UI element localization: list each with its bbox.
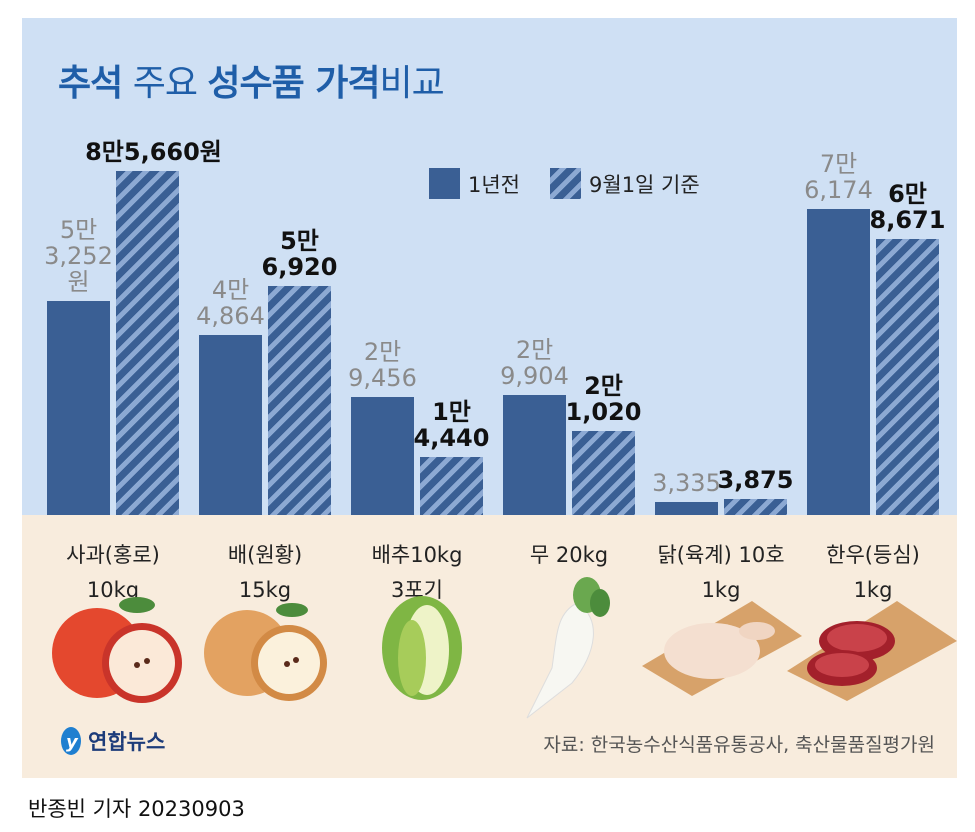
value-label-line: 9,904 bbox=[500, 361, 569, 390]
value-label-line: 8,671 bbox=[869, 206, 946, 235]
category-label-line: 사과(홍로) bbox=[66, 543, 160, 567]
value-label-line: 5만 bbox=[59, 216, 98, 245]
category-label: 닭(육계) 10호 1kg bbox=[657, 538, 784, 608]
value-label-line: 4,864 bbox=[196, 301, 265, 330]
chart-title: 추석 주요 성수품 가격비교 bbox=[58, 54, 445, 106]
value-label: 4만 4,864 bbox=[196, 277, 265, 329]
value-label: 5만 6,920 bbox=[262, 228, 338, 280]
legend-label: 9월1일 기준 bbox=[589, 172, 700, 197]
value-label-line: 9,456 bbox=[348, 363, 417, 392]
category-label-line: 무 20kg bbox=[529, 543, 609, 567]
value-label-line: 6,920 bbox=[261, 253, 338, 282]
title-part: 주요 bbox=[122, 63, 208, 104]
category-label: 무 20kg bbox=[530, 538, 608, 573]
value-label-line: 3,335 bbox=[652, 468, 721, 497]
value-label: 2만 9,904 bbox=[500, 337, 569, 389]
category-label-line: 닭(육계) 10호 bbox=[657, 543, 785, 567]
chicken-icon bbox=[642, 601, 802, 696]
value-label: 2만 1,020 bbox=[566, 373, 642, 425]
category-label-line: 한우(등심) bbox=[826, 543, 920, 567]
bar-current bbox=[420, 457, 483, 515]
value-label: 7만 6,174 bbox=[804, 151, 873, 203]
category-label: 배(원황) 15kg bbox=[228, 538, 302, 608]
title-part: 비교 bbox=[379, 63, 445, 104]
bar-prev-year bbox=[351, 396, 414, 515]
credit-line: 반종빈 기자 20230903 bbox=[28, 797, 245, 821]
cabbage-icon bbox=[382, 596, 462, 700]
value-label-line: 3,875 bbox=[717, 466, 794, 495]
bar-current bbox=[572, 430, 635, 515]
legend-label: 1년전 bbox=[468, 172, 521, 197]
value-label-line: 3,252 bbox=[44, 242, 113, 271]
category-label-line: 15kg bbox=[238, 578, 292, 602]
value-label-line: 4,440 bbox=[413, 424, 490, 452]
pear-icon bbox=[204, 603, 327, 701]
beef-icon bbox=[787, 601, 957, 701]
value-label-line: 6,174 bbox=[804, 176, 873, 205]
title-part: 추석 bbox=[58, 63, 123, 104]
bar-current bbox=[116, 171, 179, 515]
source-note: 자료: 한국농수산식품유통공사, 축산물품질평가원 bbox=[543, 734, 935, 756]
logo-text: 연합뉴스 bbox=[88, 730, 166, 754]
value-label-line: 5만 bbox=[280, 227, 319, 256]
value-label-line: 2만 bbox=[363, 337, 402, 366]
value-label: 6만 8,671 bbox=[870, 181, 946, 233]
value-label-line: 6만 bbox=[888, 180, 927, 209]
value-label-line: 2만 bbox=[515, 335, 554, 364]
legend-swatch-solid bbox=[429, 168, 460, 199]
value-label-line: 원 bbox=[67, 268, 90, 297]
bar-current bbox=[876, 239, 939, 515]
bar-current bbox=[724, 499, 787, 515]
svg-text:y: y bbox=[66, 732, 79, 753]
value-label-line: 2만 bbox=[584, 371, 623, 400]
category-label-line: 배추10kg bbox=[371, 543, 463, 567]
legend-swatch-hatched bbox=[550, 168, 582, 199]
value-label: 1만 4,440 bbox=[414, 399, 490, 451]
infographic-panel: 추석 주요 성수품 가격비교 1년전 9월1일 기준 5만 3,252 원 8만5,6… bbox=[22, 18, 957, 778]
title-part: 성수품 가격 bbox=[207, 63, 380, 104]
yonhap-logo-icon: y bbox=[61, 727, 81, 755]
value-label-line: 7만 bbox=[819, 150, 858, 179]
category-label-line: 1kg bbox=[853, 578, 893, 602]
bar-prev-year bbox=[807, 209, 870, 515]
yonhap-logo: y 연합뉴스 bbox=[58, 726, 165, 756]
value-label: 5만 3,252 원 bbox=[44, 217, 113, 295]
bar-prev-year bbox=[655, 501, 718, 515]
bar-prev-year bbox=[47, 301, 110, 515]
category-label-line: 1kg bbox=[701, 578, 741, 602]
bar-prev-year bbox=[503, 394, 566, 515]
category-label: 한우(등심) 1kg bbox=[826, 538, 920, 608]
apple-icon bbox=[52, 597, 182, 703]
radish-icon bbox=[526, 577, 610, 719]
category-label-line: 배(원황) bbox=[227, 543, 303, 567]
value-label-line: 8만5,660원 bbox=[85, 138, 222, 166]
bar-prev-year bbox=[199, 334, 262, 515]
value-label: 2만 9,456 bbox=[348, 339, 417, 391]
value-label: 8만5,660원 bbox=[85, 139, 222, 165]
bar-current bbox=[268, 286, 331, 515]
value-label-line: 1만 bbox=[432, 398, 471, 426]
legend: 1년전 9월1일 기준 bbox=[429, 168, 700, 199]
value-label-line: 1,020 bbox=[565, 397, 642, 426]
value-label: 3,875 bbox=[718, 467, 794, 493]
value-label: 3,335 bbox=[652, 470, 721, 496]
value-label-line: 4만 bbox=[211, 275, 250, 304]
category-label: 사과(홍로) 10kg bbox=[66, 538, 160, 608]
